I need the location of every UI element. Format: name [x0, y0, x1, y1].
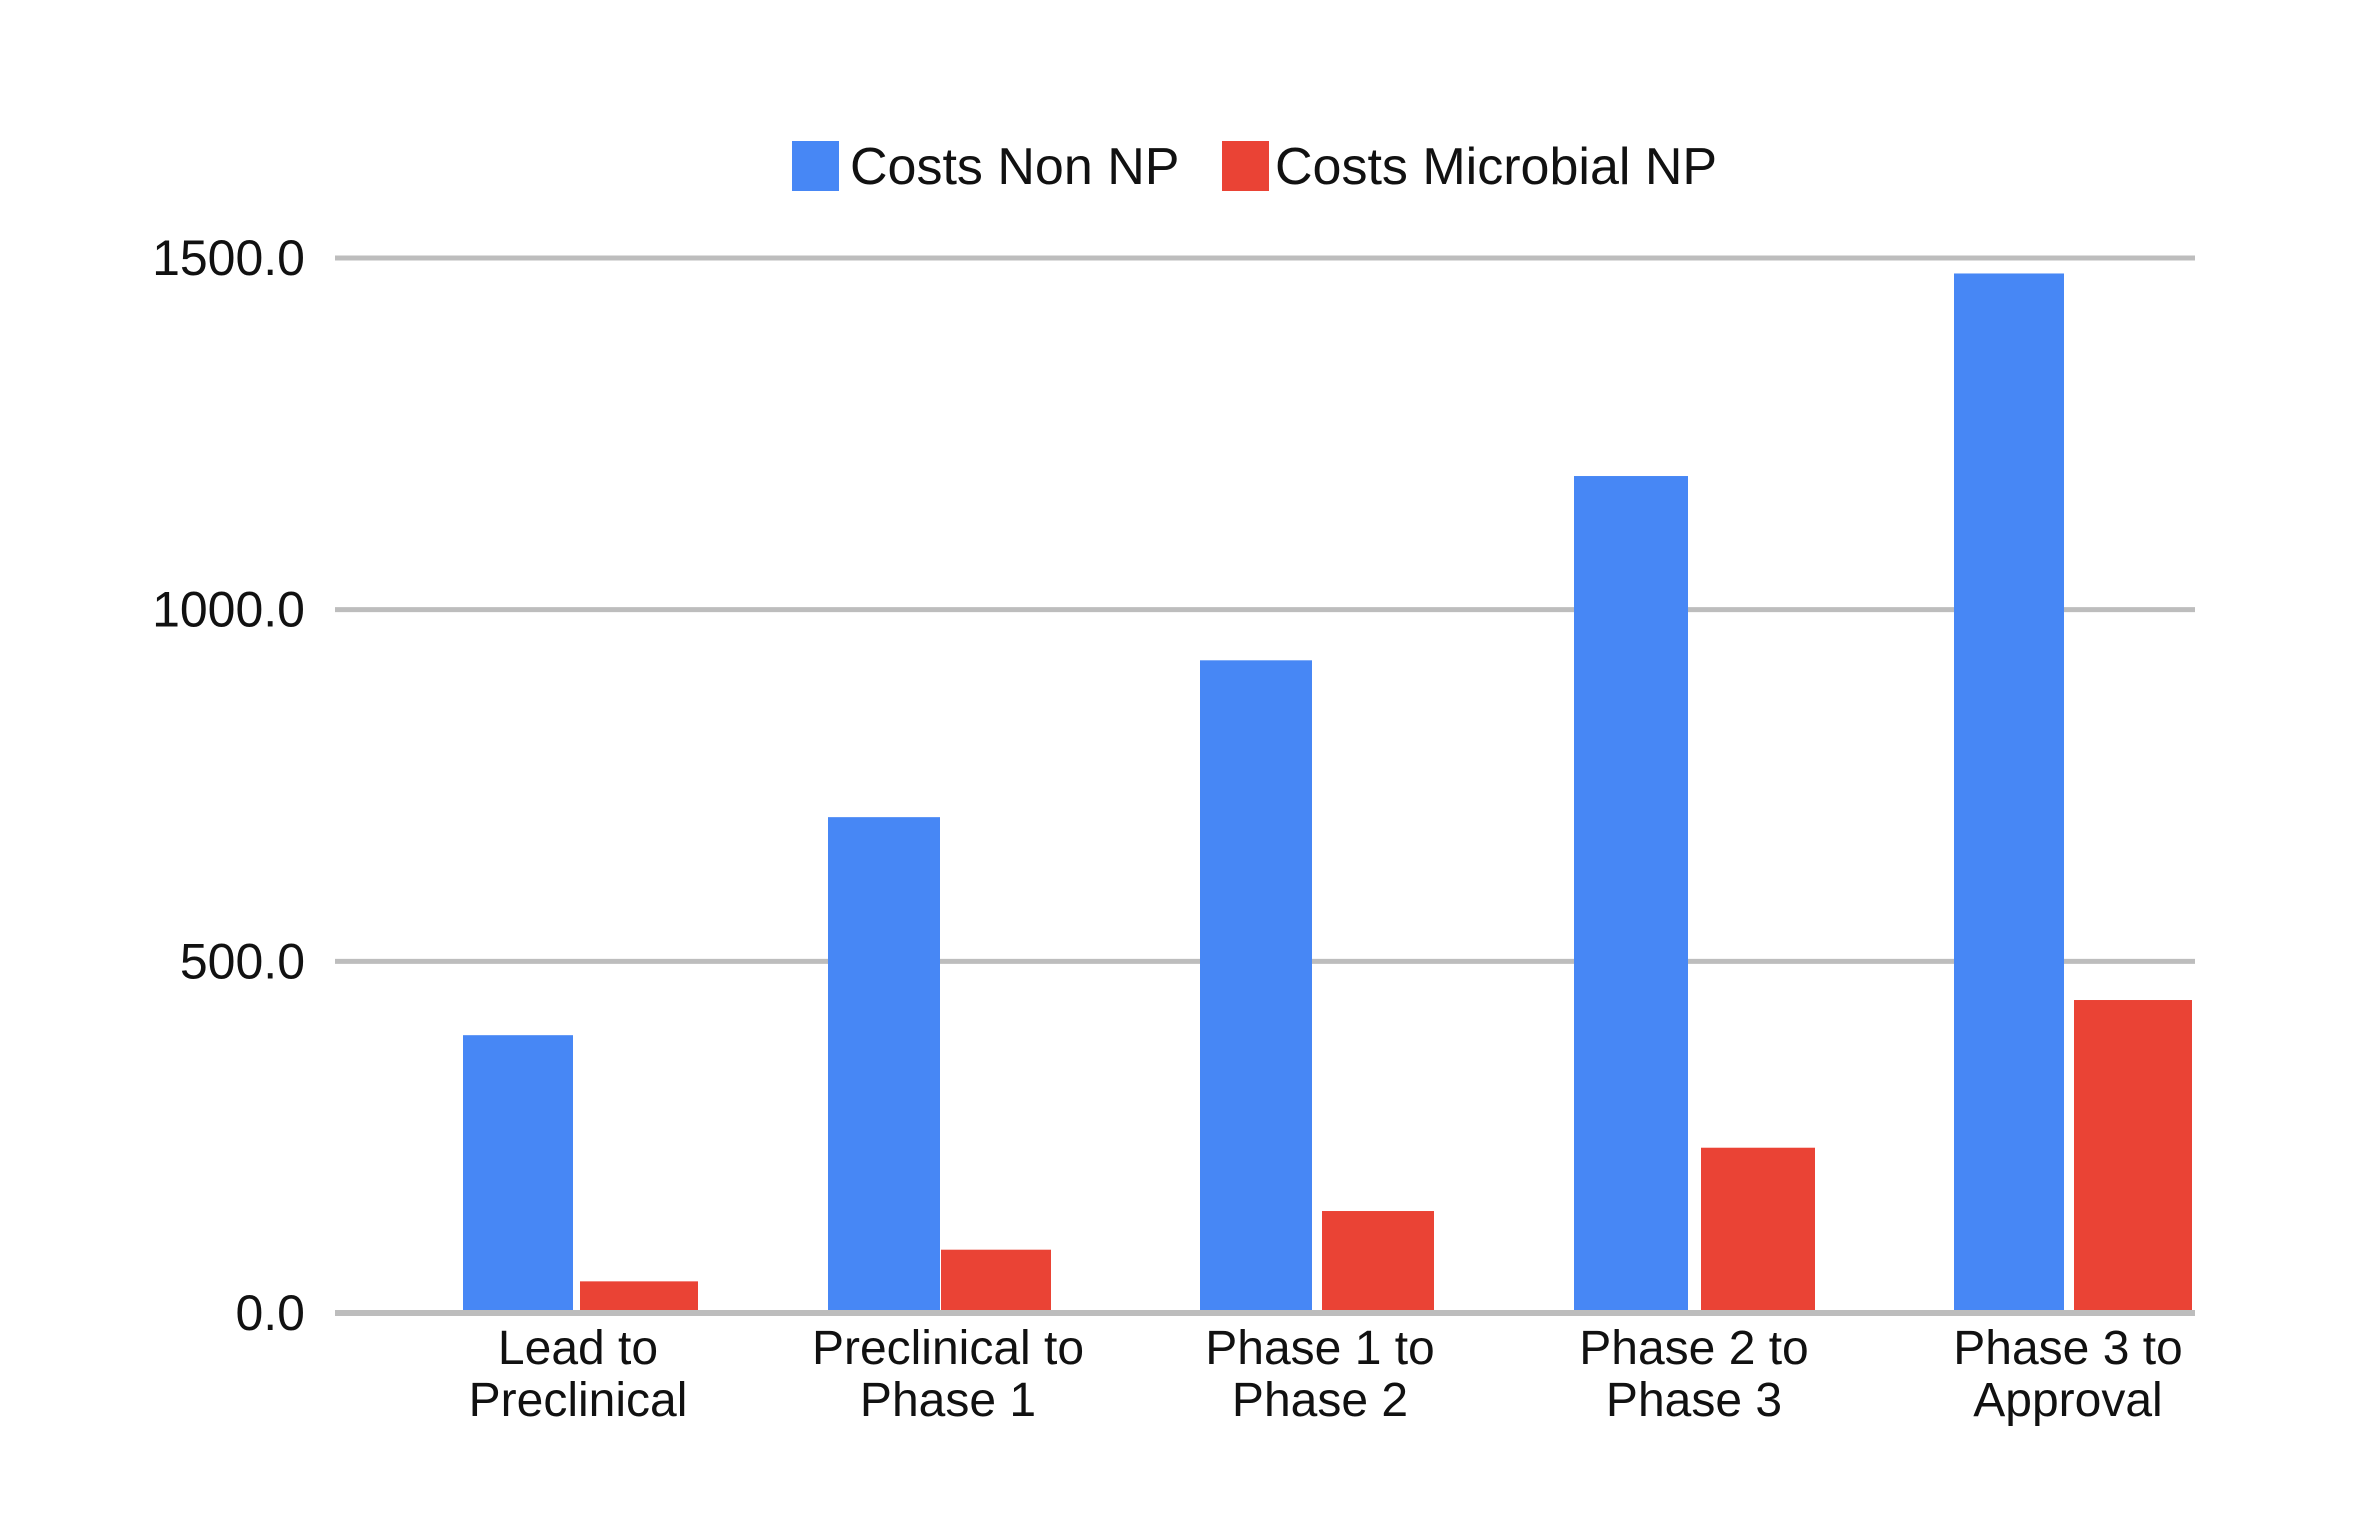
- bar-non-np-2: [828, 817, 940, 1313]
- bars: [463, 273, 2192, 1313]
- x-tick-label: Phase 3: [1606, 1374, 1782, 1427]
- bar-non-np-5: [1954, 273, 2064, 1313]
- legend-label: Costs Non NP: [850, 138, 1179, 196]
- bar-microbial-np-5: [2074, 1000, 2192, 1313]
- y-tick-label: 500.0: [180, 933, 305, 989]
- bar-microbial-np-4: [1701, 1147, 1815, 1313]
- x-tick-label: Preclinical: [469, 1374, 688, 1427]
- x-tick-label: Phase 2: [1232, 1374, 1408, 1427]
- bar-microbial-np-1: [580, 1281, 698, 1313]
- legend-swatch: [792, 141, 839, 191]
- x-tick-label: Phase 2 to: [1579, 1322, 1809, 1375]
- legend-label: Costs Microbial NP: [1275, 138, 1717, 196]
- y-tick-label: 1500.0: [152, 230, 305, 286]
- legend: Costs Non NP Costs Microbial NP: [792, 138, 1717, 196]
- x-tick-label: Phase 3 to: [1953, 1322, 2183, 1375]
- bar-non-np-1: [463, 1035, 573, 1313]
- x-tick-label: Lead to: [498, 1322, 658, 1375]
- x-tick-label: Phase 1: [860, 1374, 1036, 1427]
- x-tick-label: Phase 1 to: [1205, 1322, 1435, 1375]
- bar-non-np-3: [1200, 660, 1312, 1313]
- legend-swatch: [1222, 141, 1269, 191]
- bar-non-np-4: [1574, 476, 1688, 1313]
- bar-microbial-np-2: [941, 1249, 1051, 1313]
- x-tick-label: Preclinical to: [812, 1322, 1084, 1375]
- y-tick-label: 0.0: [235, 1285, 305, 1341]
- y-tick-label: 1000.0: [152, 582, 305, 638]
- bar-microbial-np-3: [1322, 1211, 1434, 1313]
- x-tick-label: Approval: [1973, 1374, 2162, 1427]
- y-axis-ticks: 0.0 500.0 1000.0 1500.0: [152, 230, 305, 1341]
